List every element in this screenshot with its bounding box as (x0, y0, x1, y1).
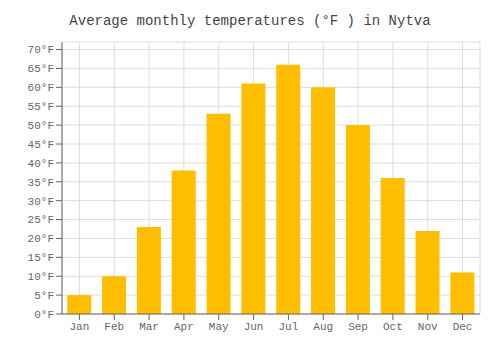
svg-text:Sep: Sep (348, 321, 368, 333)
svg-text:Nov: Nov (418, 321, 438, 333)
svg-text:65°F: 65°F (28, 63, 54, 75)
svg-text:30°F: 30°F (28, 196, 54, 208)
html-text:Average monthly temperatures (: Average monthly temperatures (°F ) in Ny… (69, 13, 431, 29)
svg-text:0°F: 0°F (34, 309, 54, 321)
svg-text:25°F: 25°F (28, 214, 54, 226)
svg-text:35°F: 35°F (28, 177, 54, 189)
svg-text:Aug: Aug (313, 321, 333, 333)
svg-text:Dec: Dec (453, 321, 473, 333)
svg-text:50°F: 50°F (28, 120, 54, 132)
svg-text:May: May (209, 321, 229, 333)
svg-text:55°F: 55°F (28, 101, 54, 113)
svg-text:Oct: Oct (383, 321, 403, 333)
svg-text:Jul: Jul (279, 321, 299, 333)
svg-text:15°F: 15°F (28, 252, 54, 264)
svg-text:Mar: Mar (139, 321, 159, 333)
svg-text:70°F: 70°F (28, 44, 54, 56)
svg-text:Jun: Jun (244, 321, 264, 333)
svg-text:Apr: Apr (174, 321, 194, 333)
svg-text:Jan: Jan (70, 321, 90, 333)
svg-text:Feb: Feb (104, 321, 124, 333)
svg-text:5°F: 5°F (34, 290, 54, 302)
svg-text:40°F: 40°F (28, 158, 54, 170)
svg-text:45°F: 45°F (28, 139, 54, 151)
svg-text:10°F: 10°F (28, 271, 54, 283)
svg-text:20°F: 20°F (28, 233, 54, 245)
svg-text:60°F: 60°F (28, 82, 54, 94)
